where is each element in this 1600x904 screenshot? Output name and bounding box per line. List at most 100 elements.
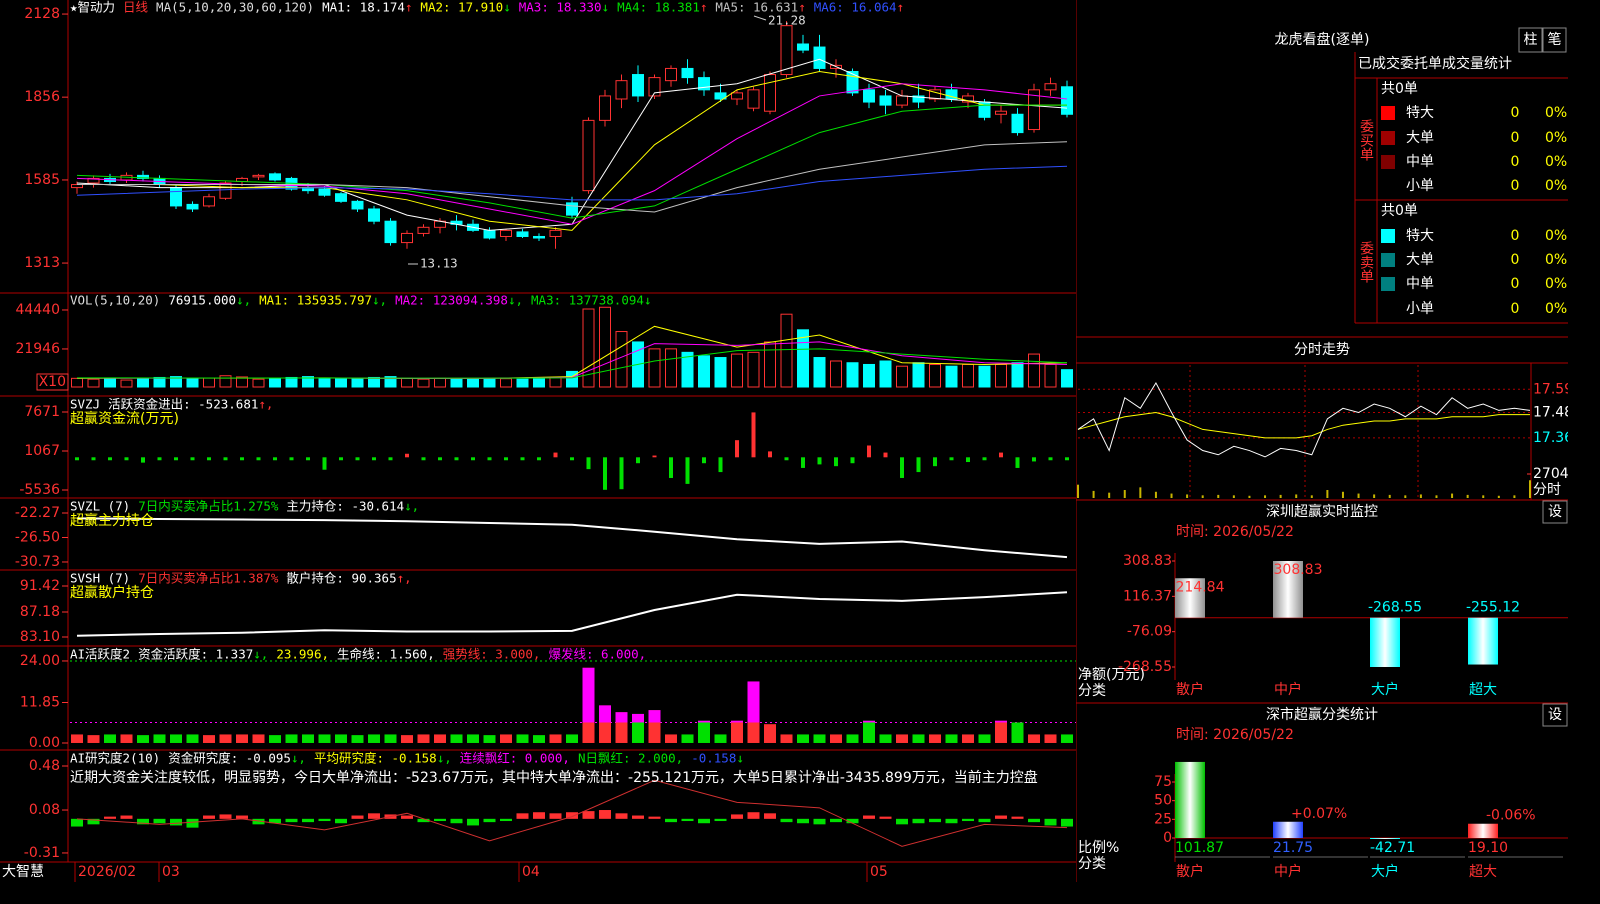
header-item: 散户持仓: 90.365 [286,571,396,586]
intraday-volume [1497,495,1500,498]
volume-bar [929,363,941,388]
row-count: 0 [1511,154,1520,170]
intraday-volume [1404,495,1407,498]
intraday-volume [1466,494,1469,498]
activity-burst [698,720,710,723]
color-swatch [1381,229,1395,243]
flow-bar [289,457,294,461]
header-arrow: ↓, [291,751,306,766]
volume-bar [236,376,248,388]
header-arrow: ↓ [602,0,610,15]
candle-body [797,43,809,51]
row-count: 0 [1511,276,1520,292]
category-label: 超大 [1469,682,1497,698]
y-tick-label: 2704 [1533,466,1569,482]
candle-body [764,74,776,112]
order-total: 共0单 [1381,203,1418,219]
row-count: 0 [1511,252,1520,268]
volume-bar [516,378,529,388]
panel-subtitle: 超赢主力持仓 [70,512,154,529]
research-bar [285,818,298,823]
volume-bar [566,370,578,388]
activity-bar [813,734,826,743]
activity-bar [351,735,364,743]
toggle-button[interactable] [1518,27,1543,53]
activity-burst [747,681,760,723]
header-arrow: ↑ [700,0,708,15]
candle-body [995,110,1007,115]
y-tick-label: 17.59 [1533,381,1573,397]
settings-button[interactable] [1542,703,1568,727]
activity-bar [1061,734,1073,743]
header-item: 日线 [123,0,149,15]
settings-button[interactable] [1542,500,1568,524]
research-bar [1044,818,1057,826]
flow-bar [322,457,327,470]
panel-title: 龙虎看盘(逐单) [1275,31,1370,48]
flow-bar [652,455,657,458]
candle-body [1061,86,1073,115]
activity-bar [681,734,694,743]
header-item: MA5: 16.631 [715,0,798,15]
flow-bar [553,452,558,458]
research-bar [483,818,496,823]
activity-bar [219,734,232,743]
y-tick-label: -0.31 [24,845,60,861]
header-item: 资金活跃度: 1.337 [138,647,253,662]
candle-body [945,89,958,100]
header-arrow: ↑ [897,0,905,15]
research-bar [417,818,430,823]
toggle-button[interactable] [1542,27,1567,53]
header-item: 连续飘红: 0.000, [460,751,570,766]
volume-bar [599,306,611,388]
candle-body [648,77,661,97]
volume-bar [434,377,446,388]
intraday-volume [1170,493,1173,498]
volume-bar [450,378,463,388]
flow-bar [256,457,261,461]
high-label: 21.28 [768,13,806,28]
activity-bar [318,734,331,743]
header-arrow: ↓ [736,751,744,766]
research-bar [879,816,892,819]
activity-bar [978,734,991,743]
volume-bar [500,378,512,388]
row-name: 小单 [1406,301,1434,317]
candle-body [1044,83,1057,91]
header-arrow: ↓, [404,499,419,514]
volume-bar [269,377,281,388]
header-item: AI活跃度2 [70,647,130,662]
research-bar [335,818,347,824]
activity-burst [648,710,661,723]
candle-body [632,74,644,97]
volume-bar [170,376,182,388]
header-arrow: ↓, [437,751,452,766]
header-arrow: ↓ [644,293,652,308]
volume-bar [995,363,1007,388]
y-tick-label: 0.08 [29,802,60,818]
research-bar [665,818,677,823]
indicator-line [77,141,1068,213]
flow-bar [273,457,277,461]
flow-bar [718,457,723,473]
activity-bar [153,734,166,743]
row-pct: 0% [1545,228,1567,244]
research-bar [615,813,628,819]
candle-body [615,80,628,100]
axis-label: 分类 [1078,856,1106,872]
flow-bar [339,457,343,461]
header-item: SVZL (7) [70,499,130,514]
row-pct: 0% [1545,276,1567,292]
activity-burst [731,720,743,723]
activity-bar [764,724,776,743]
y-tick-label: 1313 [24,255,60,271]
volume-bar [879,360,892,388]
activity-burst [863,720,875,723]
intraday-avg [1077,412,1530,439]
research-bar [368,813,380,819]
flow-bar [949,457,954,461]
table-title: 已成交委托单成交量统计 [1358,55,1512,72]
volume-bar [780,313,793,388]
flow-bar [933,457,937,467]
